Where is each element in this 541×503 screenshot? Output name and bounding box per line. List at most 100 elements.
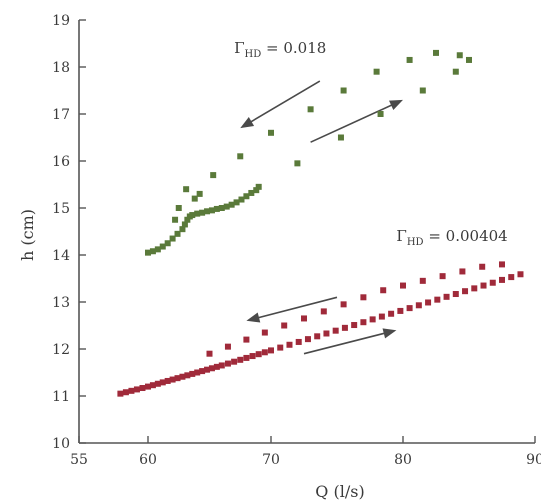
point-series-green (181, 221, 188, 228)
axes (78, 20, 535, 444)
point-series-green (179, 226, 186, 233)
arrows (240, 80, 403, 355)
point-series-green (294, 160, 301, 167)
y-axis-title: h (cm) (18, 209, 37, 261)
point-series-red (378, 313, 385, 320)
y-tick-label: 16 (52, 154, 70, 170)
point-series-green (183, 186, 190, 193)
point-series-red (517, 271, 524, 278)
point-series-red (443, 293, 450, 300)
point-series-red (199, 368, 206, 375)
point-series-green (204, 208, 211, 215)
x-axis-title: Q (l/s) (315, 482, 364, 501)
y-tick-label: 17 (52, 107, 70, 123)
point-series-red (179, 373, 186, 380)
y-tick-label: 10 (52, 436, 70, 452)
point-series-green (174, 230, 181, 237)
y-tick-label: 19 (52, 13, 70, 29)
point-series-red (169, 376, 176, 383)
point-series-red (117, 390, 124, 397)
point-series-green (248, 189, 255, 196)
point-series-green (373, 68, 380, 75)
point-series-red (419, 277, 426, 284)
point-series-green (189, 212, 196, 219)
point-series-green (406, 56, 413, 63)
y-tick-label: 15 (52, 201, 70, 217)
point-series-red (314, 333, 321, 340)
point-series-red (471, 285, 478, 292)
point-series-red (164, 377, 171, 384)
point-series-green (145, 249, 151, 256)
point-series-red (243, 354, 250, 361)
point-series-green (307, 106, 314, 113)
point-series-red (194, 369, 201, 376)
point-series-red (243, 336, 250, 343)
point-series-green (237, 153, 244, 160)
point-series-green (268, 129, 274, 136)
point-series-red (369, 316, 376, 323)
point-series-red (304, 336, 311, 343)
point-series-red (459, 268, 466, 275)
point-series-red (499, 261, 505, 268)
point-series-green (184, 216, 191, 223)
point-series-red (261, 349, 268, 356)
point-series-red (388, 310, 395, 317)
point-series-red (261, 329, 268, 336)
x-tick-label: 55 (70, 452, 88, 468)
point-series-green (377, 111, 384, 117)
y-tick-label: 13 (52, 295, 70, 311)
point-series-red (434, 296, 441, 303)
point-series-red (397, 307, 404, 314)
point-series-green (238, 196, 245, 203)
point-series-red (452, 291, 459, 298)
point-series-green (208, 207, 215, 214)
point-series-red (489, 279, 496, 286)
point-series-red (174, 375, 181, 382)
point-series-green (194, 210, 201, 217)
point-series-green (199, 209, 206, 216)
point-series-green (159, 243, 166, 250)
point-series-red (189, 370, 196, 377)
point-series-red (323, 330, 330, 337)
point-series-red (133, 386, 140, 393)
direction-arrow (310, 99, 403, 143)
point-series-green (218, 205, 225, 211)
point-series-green (191, 195, 198, 202)
point-series-red (224, 360, 231, 367)
x-tick-label: 80 (394, 452, 412, 468)
point-series-red (415, 302, 422, 309)
point-series-green (149, 248, 156, 255)
point-series-green (253, 187, 260, 194)
point-series-red (480, 282, 487, 289)
ticks: 10 11 12 13 14 15 16 17 18 19 55 60 70 80 90 (52, 13, 541, 468)
point-series-green (172, 216, 179, 223)
point-series-red (159, 379, 166, 386)
point-series-red (341, 324, 348, 331)
direction-arrow (240, 80, 321, 129)
point-series-red (360, 319, 367, 326)
y-tick-label: 18 (52, 60, 70, 76)
point-series-green (255, 183, 262, 190)
point-series-red (249, 353, 256, 360)
point-series-red (332, 327, 339, 334)
annotation-gamma-high: ΓHD = 0.018 (234, 39, 326, 60)
point-series-red (237, 356, 244, 363)
point-series-red (255, 351, 262, 358)
point-series-green (228, 201, 235, 208)
point-series-red (286, 341, 293, 348)
labels: Q (l/s) h (cm) ΓHD = 0.018 ΓHD = 0.00404 (18, 39, 508, 501)
point-series-green (169, 235, 176, 242)
point-series-red (508, 274, 515, 281)
point-series-red (406, 305, 413, 312)
y-tick-label: 11 (52, 389, 70, 405)
point-series-red (439, 273, 446, 280)
point-series-green (175, 205, 182, 211)
x-tick-label: 60 (139, 452, 157, 468)
point-series-red (213, 363, 220, 370)
data-points (117, 49, 524, 397)
annotation-gamma-low: ΓHD = 0.00404 (396, 227, 507, 248)
point-series-green (233, 199, 240, 206)
point-series-red (231, 358, 238, 365)
point-series-green (223, 203, 230, 210)
